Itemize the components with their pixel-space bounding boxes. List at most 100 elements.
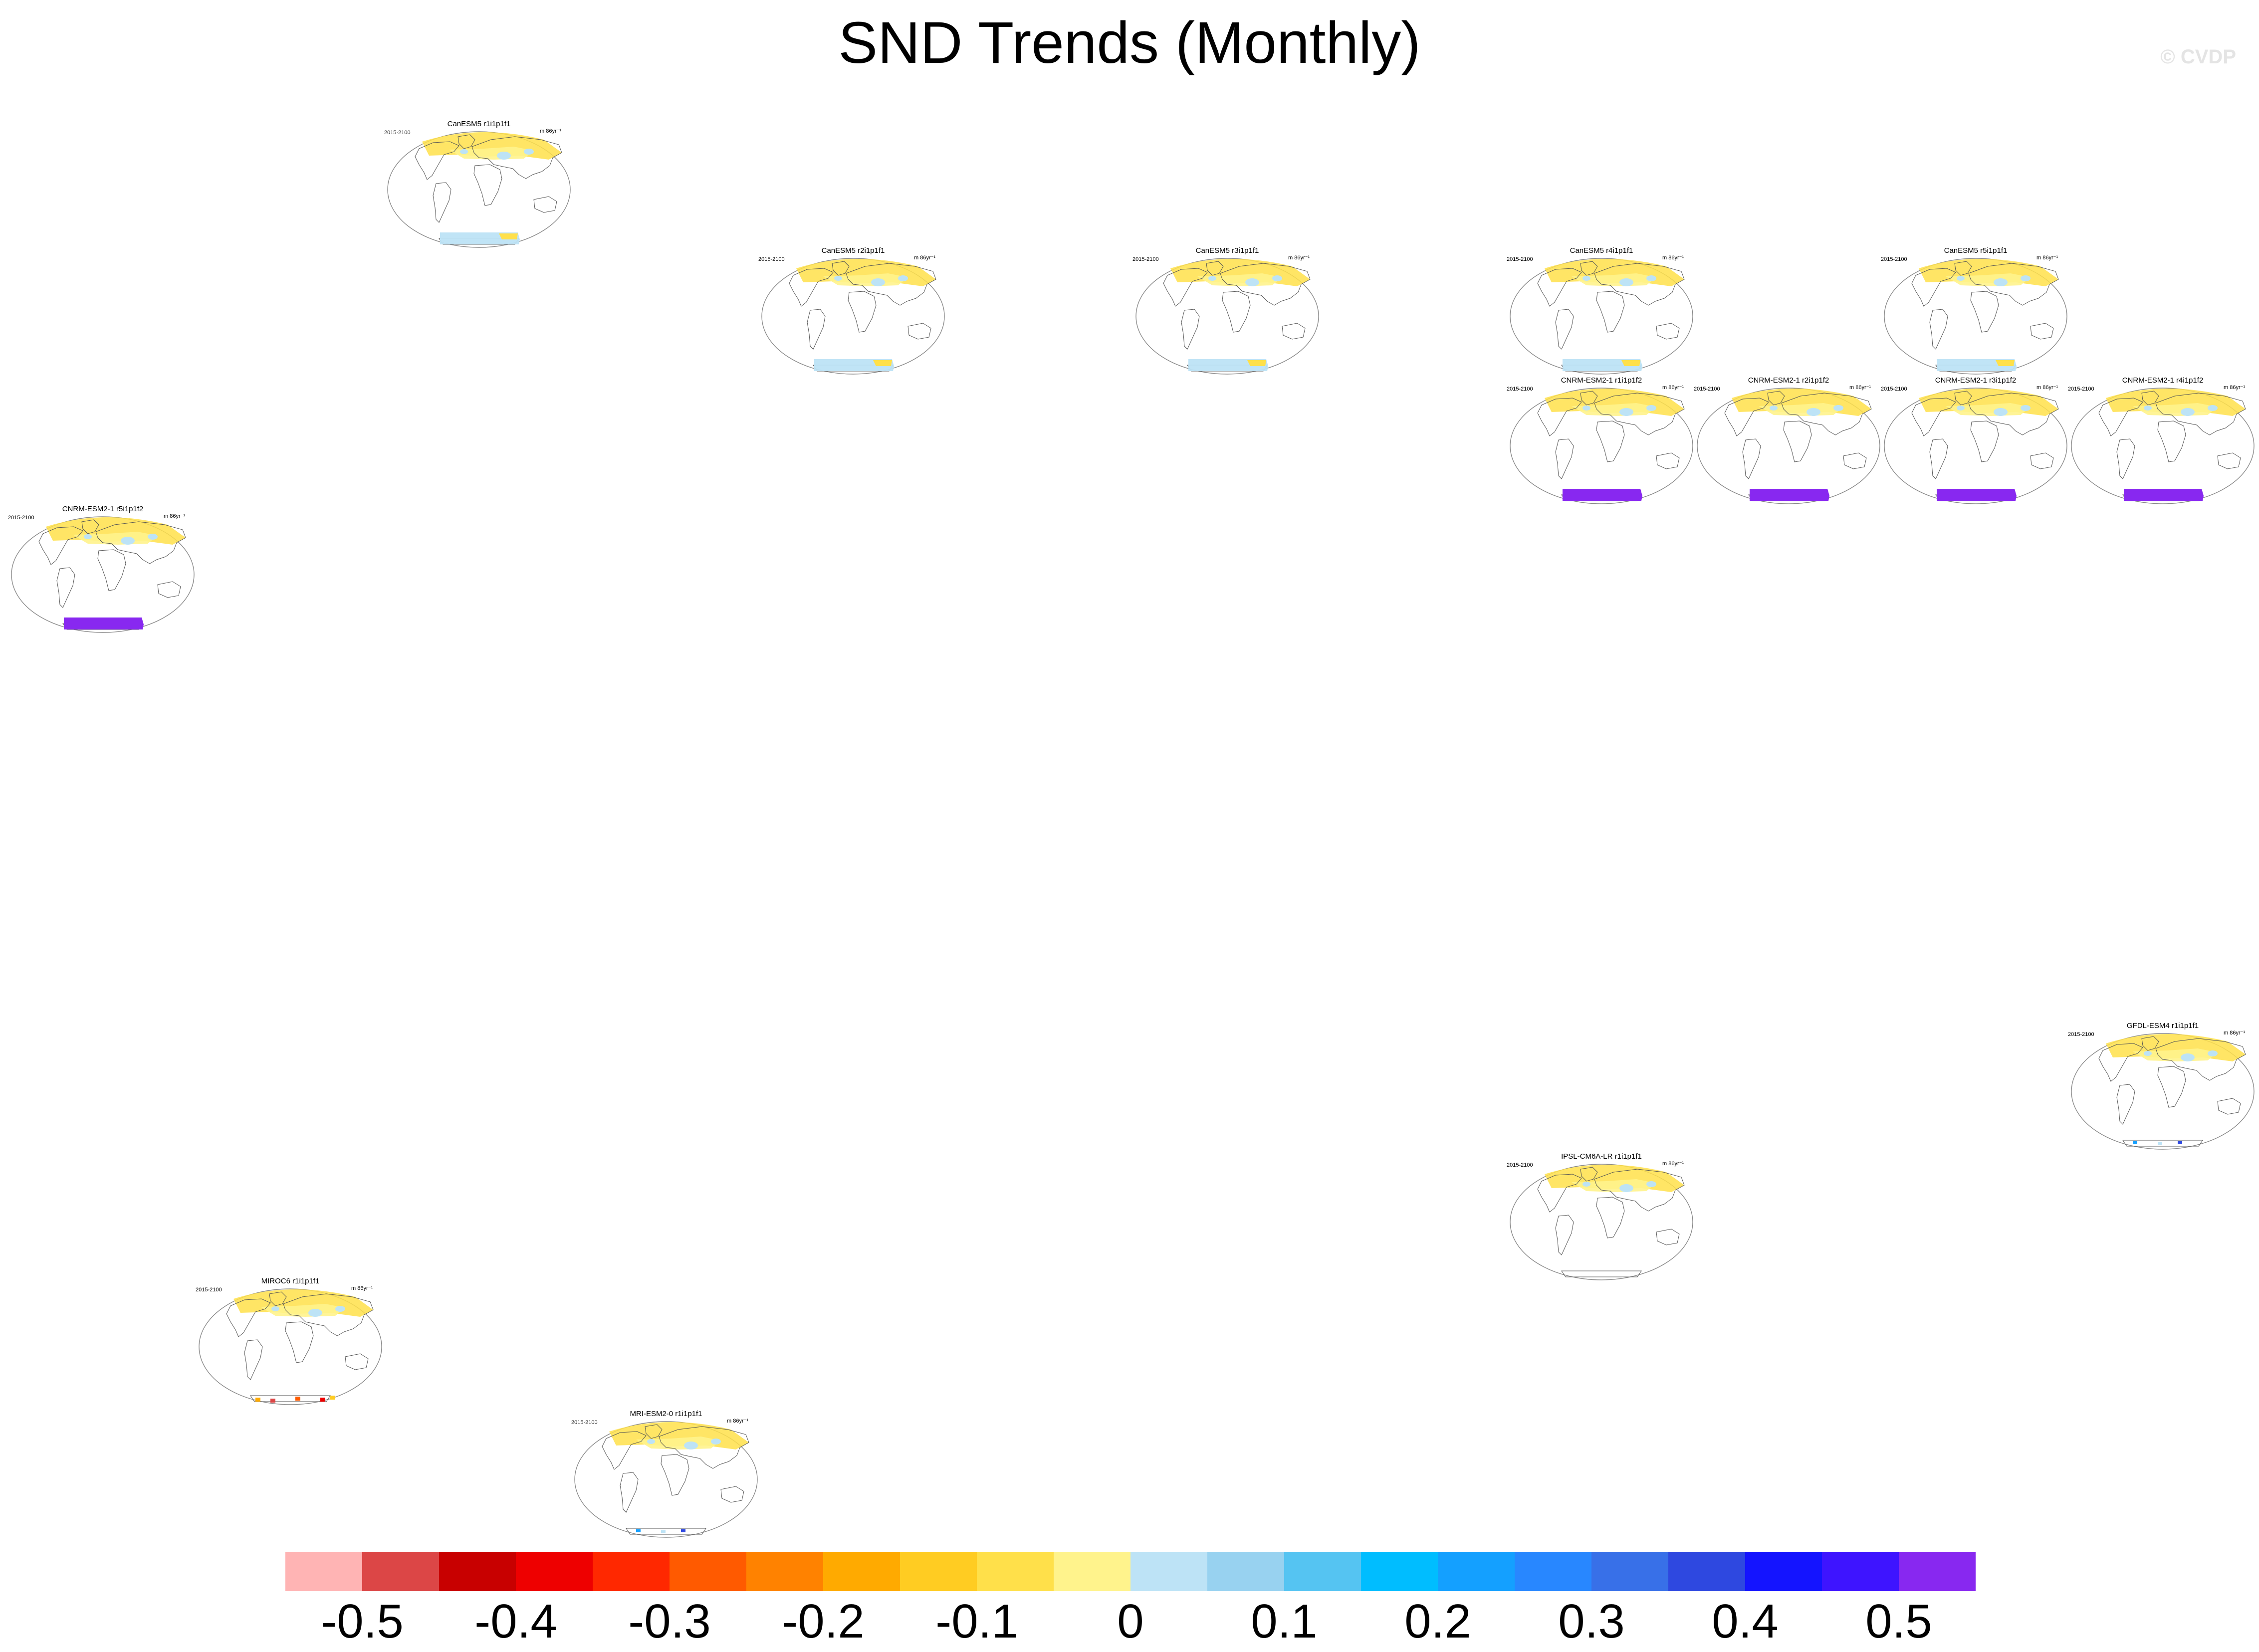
- coastline: [157, 581, 181, 598]
- coastline: [1724, 398, 1769, 436]
- antarctic-trend: [1247, 360, 1266, 366]
- antarctic-trend: [2158, 1142, 2162, 1145]
- colorbar-swatch: [900, 1552, 977, 1591]
- coastline: [56, 567, 75, 608]
- snow-trend-band: [1197, 273, 1282, 286]
- panel-title: CNRM-ESM2-1 r1i1p1f2: [1561, 376, 1642, 385]
- coastline: [907, 323, 931, 340]
- colorbar-swatch: [362, 1552, 440, 1591]
- snow-trend-band: [73, 532, 158, 545]
- colorbar-swatch: [1822, 1552, 1899, 1591]
- coastline: [2141, 1036, 2159, 1051]
- colorbar-swatch: [1207, 1552, 1285, 1591]
- coastline: [1781, 393, 1872, 435]
- coastline: [1783, 420, 1812, 462]
- coastline: [81, 519, 99, 534]
- colorbar-swatch: [823, 1552, 901, 1591]
- coastline: [1968, 393, 2059, 435]
- colorbar-swatch: [439, 1552, 516, 1591]
- colorbar-swatch: [670, 1552, 747, 1591]
- antarctic-trend: [873, 360, 892, 366]
- coastline: [250, 1395, 331, 1402]
- map-panel: CanESM5 r5i1p1f1 2015-2100 m 86yr⁻¹: [1881, 246, 2070, 381]
- world-map: [761, 258, 945, 375]
- coastline: [1181, 309, 1200, 350]
- panel-units: m 86yr⁻¹: [914, 255, 936, 261]
- snow-trend-band: [449, 147, 534, 160]
- coastline: [2155, 1038, 2246, 1081]
- map-panel: CNRM-ESM2-1 r4i1p1f2 2015-2100 m 86yr⁻¹: [2068, 376, 2258, 511]
- map-panel: CNRM-ESM2-1 r1i1p1f2 2015-2100 m 86yr⁻¹: [1507, 376, 1696, 511]
- map-outline: [1135, 258, 1319, 375]
- map-panel: CanESM5 r4i1p1f1 2015-2100 m 86yr⁻¹: [1507, 246, 1696, 381]
- colorbar-swatch: [1899, 1552, 1976, 1591]
- world-map: [1884, 388, 2067, 504]
- antarctic-trend: [320, 1398, 325, 1402]
- coastline: [2155, 393, 2246, 435]
- snow-trend-band: [1759, 403, 1843, 416]
- snow-trend-band: [1572, 273, 1656, 286]
- antarctic-trend: [1750, 489, 1829, 501]
- coastline: [1163, 268, 1208, 307]
- coastline: [2116, 1084, 2135, 1125]
- coastline: [285, 1321, 314, 1363]
- coastline: [1970, 420, 1999, 462]
- map-outline: [1884, 388, 2067, 504]
- colorbar-tick-label: 0: [1117, 1595, 1144, 1648]
- colorbar-swatch: [1438, 1552, 1515, 1591]
- world-map: [11, 516, 195, 633]
- coastline: [1206, 261, 1224, 276]
- coastline: [620, 1472, 639, 1513]
- panel-units: m 86yr⁻¹: [727, 1418, 749, 1424]
- colorbar-tick-label: 0.1: [1251, 1595, 1318, 1648]
- coastline: [1580, 261, 1598, 276]
- map-outline: [387, 131, 571, 248]
- coastline: [2098, 398, 2143, 436]
- world-map: [199, 1288, 382, 1405]
- coastline: [97, 549, 126, 591]
- snow-trend-patch: [148, 534, 158, 540]
- coastline: [846, 263, 936, 306]
- snow-trend-band: [1572, 403, 1656, 416]
- antarctic-trend: [661, 1530, 666, 1533]
- world-map: [1135, 258, 1319, 375]
- world-map: [1510, 388, 1693, 504]
- panel-units: m 86yr⁻¹: [351, 1285, 373, 1291]
- antarctic-trend: [295, 1397, 300, 1401]
- world-map: [1884, 258, 2067, 375]
- snow-trend-patch: [2208, 405, 2218, 411]
- snow-trend-patch: [308, 1309, 322, 1317]
- coastline: [38, 526, 83, 565]
- coastline: [533, 196, 557, 213]
- coastline: [1594, 263, 1685, 306]
- antarctic-trend: [330, 1396, 335, 1400]
- colorbar-swatch: [746, 1552, 824, 1591]
- coastline: [1742, 438, 1761, 479]
- panel-period: 2015-2100: [1507, 256, 1533, 262]
- snow-trend-patch: [1272, 275, 1282, 281]
- snow-trend-patch: [898, 275, 908, 281]
- world-map: [1510, 258, 1693, 375]
- antarctic-trend: [681, 1529, 685, 1532]
- panel-period: 2015-2100: [571, 1420, 598, 1426]
- coastline: [1596, 420, 1625, 462]
- snow-trend-band: [260, 1304, 345, 1317]
- coastline: [415, 141, 459, 180]
- panel-title: CNRM-ESM2-1 r4i1p1f2: [2122, 376, 2204, 385]
- coastline: [269, 1291, 287, 1306]
- map-outline: [761, 258, 945, 375]
- antarctic-trend: [1563, 489, 1642, 501]
- colorbar-swatch: [1130, 1552, 1208, 1591]
- colorbar-tick-label: -0.3: [628, 1595, 711, 1648]
- coastline: [1767, 391, 1785, 406]
- coastline: [2030, 323, 2054, 340]
- colorbar-swatches: [285, 1552, 1976, 1591]
- coastline: [1580, 391, 1598, 406]
- world-map: [2071, 388, 2255, 504]
- colorbar-tick-label: 0.4: [1712, 1595, 1779, 1648]
- coastline: [1555, 438, 1574, 479]
- panel-units: m 86yr⁻¹: [2224, 385, 2246, 391]
- panel-units: m 86yr⁻¹: [540, 128, 562, 134]
- antarctic-trend: [270, 1399, 275, 1403]
- snow-trend-patch: [524, 149, 534, 155]
